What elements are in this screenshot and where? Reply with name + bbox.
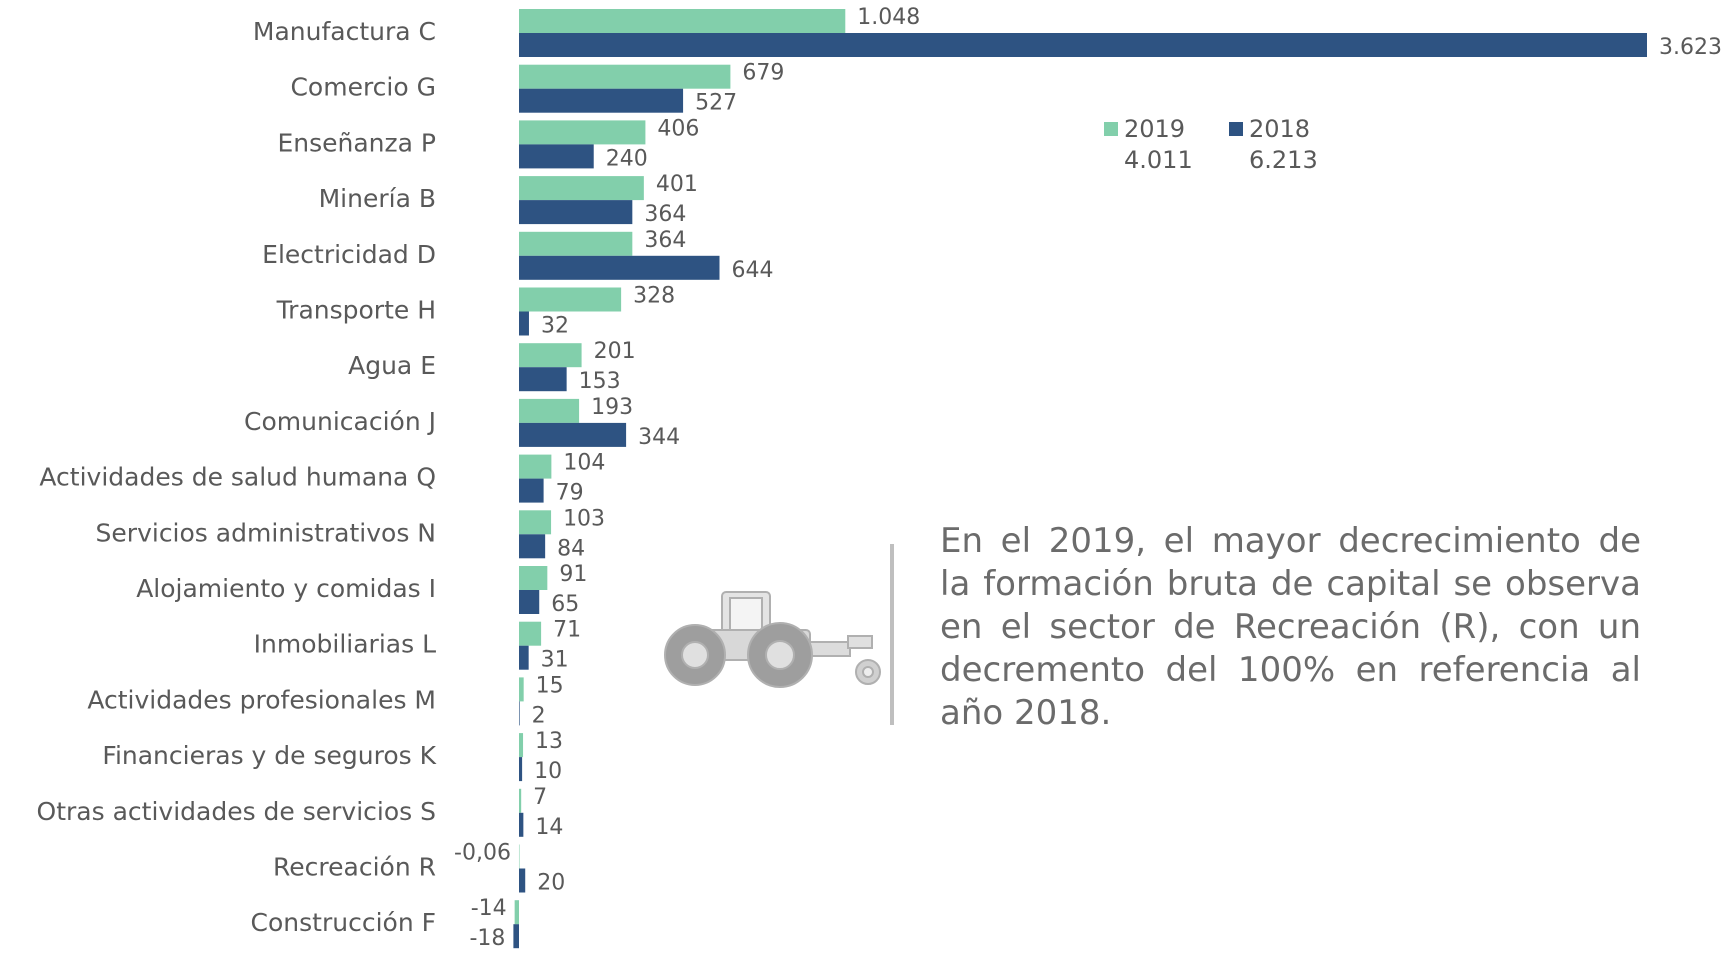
value-label: 1.048: [857, 5, 920, 30]
bar: [513, 924, 519, 948]
bar: [515, 900, 519, 924]
legend-swatch: [1229, 122, 1243, 136]
value-label: 14: [535, 815, 563, 840]
bar: [519, 479, 544, 503]
legend-swatch: [1104, 122, 1118, 136]
bar: [519, 288, 621, 312]
value-label: 79: [556, 481, 584, 506]
value-label: 31: [541, 648, 569, 673]
bar: [519, 701, 520, 725]
bar: [519, 510, 551, 534]
bar: [519, 455, 551, 479]
category-label: Servicios administrativos N: [96, 518, 436, 547]
category-label: Financieras y de seguros K: [102, 741, 436, 770]
category-label: Alojamiento y comidas I: [136, 574, 436, 603]
category-label: Actividades de salud humana Q: [39, 463, 436, 492]
category-label: Comercio G: [290, 73, 436, 102]
category-label: Construcción F: [251, 908, 436, 937]
category-label: Actividades profesionales M: [87, 685, 436, 714]
value-label: 193: [591, 395, 633, 420]
legend-total: 6.213: [1249, 146, 1318, 174]
bar: [519, 9, 845, 33]
bar: [519, 566, 547, 590]
value-label: 2: [532, 703, 546, 728]
bar: [519, 646, 529, 670]
category-label: Inmobiliarias L: [254, 630, 436, 659]
bar: [519, 89, 683, 113]
annotation: En el 2019, el mayor decrecimiento de la…: [940, 520, 1641, 735]
value-label: -18: [469, 926, 505, 951]
bar: [519, 232, 632, 256]
bar: [519, 869, 525, 893]
bar: [519, 733, 523, 757]
value-label: 364: [644, 202, 686, 227]
category-label: Manufactura C: [253, 17, 436, 46]
value-label: 103: [563, 506, 605, 531]
bar: [519, 200, 632, 224]
value-label: 104: [563, 451, 605, 476]
bar: [519, 677, 524, 701]
tractor-icon: [665, 592, 880, 687]
value-label: 7: [533, 785, 547, 810]
value-label: 364: [644, 228, 686, 253]
bar: [519, 845, 520, 869]
value-label: 344: [638, 425, 680, 450]
value-label: 91: [559, 562, 587, 587]
value-label: -14: [471, 896, 507, 921]
bar: [519, 144, 594, 168]
bar: [519, 312, 529, 336]
value-label: 679: [742, 61, 784, 86]
value-label: 406: [657, 116, 699, 141]
category-label: Otras actividades de servicios S: [37, 797, 436, 826]
bar: [519, 813, 523, 837]
value-label: -0,06: [454, 841, 511, 866]
bar: [519, 33, 1647, 57]
value-label: 527: [695, 91, 737, 116]
legend-label: 2019: [1124, 115, 1185, 143]
bar: [519, 367, 567, 391]
value-label: 10: [534, 759, 562, 784]
category-label: Agua E: [348, 351, 436, 380]
value-label: 3.623: [1659, 35, 1722, 60]
value-label: 401: [656, 172, 698, 197]
category-label: Electricidad D: [262, 240, 436, 269]
value-label: 71: [553, 618, 581, 643]
value-label: 201: [594, 339, 636, 364]
category-label: Comunicación J: [244, 407, 436, 436]
value-label: 153: [579, 369, 621, 394]
value-label: 328: [633, 284, 675, 309]
value-label: 13: [535, 729, 563, 754]
value-label: 20: [537, 871, 565, 896]
bar: [519, 399, 579, 423]
legend-label: 2018: [1249, 115, 1310, 143]
bar: [519, 590, 539, 614]
bar: [519, 757, 522, 781]
value-label: 644: [732, 258, 774, 283]
category-label: Transporte H: [276, 296, 436, 325]
bar: [519, 789, 521, 813]
value-label: 65: [551, 592, 579, 617]
category-label: Recreación R: [273, 853, 436, 882]
bar: [519, 176, 644, 200]
category-label: Minería B: [319, 184, 436, 213]
bar: [519, 65, 730, 89]
bar: [519, 120, 645, 144]
bar: [519, 343, 582, 367]
bar: [519, 534, 545, 558]
chart: Manufactura C 1.048 3.623 Comercio G 679527 E…: [0, 0, 1722, 953]
bar: [519, 256, 720, 280]
legend-total: 4.011: [1124, 146, 1193, 174]
value-label: 15: [536, 673, 564, 698]
value-label: 84: [557, 536, 585, 561]
value-label: 32: [541, 314, 569, 339]
bar: [519, 622, 541, 646]
category-label: Enseñanza P: [277, 128, 436, 157]
value-label: 240: [606, 146, 648, 171]
bar: [519, 423, 626, 447]
page: Manufactura C 1.048 3.623 Comercio G 679527 E…: [0, 0, 1722, 953]
